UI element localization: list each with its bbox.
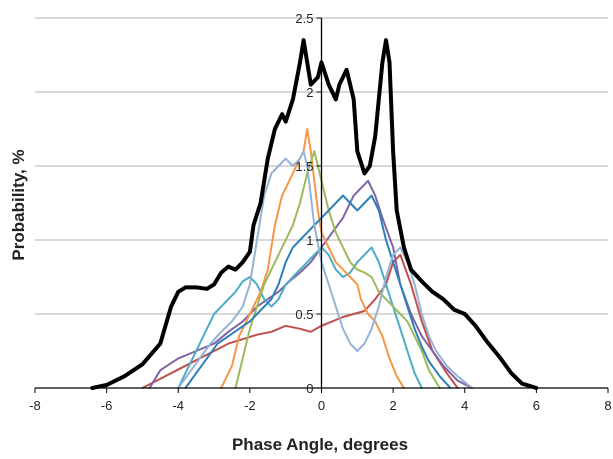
x-tick-label: -8 [29,398,41,413]
y-tick-labels: 0 0.5 1 1.5 2 2.5 [295,11,313,396]
series-line-3 [177,246,423,389]
y-tick-label: 2 [306,85,313,100]
series-line-6 [184,194,452,389]
x-tick-label: 2 [390,398,397,413]
x-tick-label: -4 [172,398,184,413]
x-axis-label: Phase Angle, degrees [232,435,408,454]
y-axis-label: Probability, % [9,149,28,260]
y-tick-label: 0 [306,381,313,396]
y-tick-label: 1.5 [295,159,313,174]
series-line-5 [234,150,441,389]
x-tick-label: 4 [461,398,468,413]
y-tick-label: 1 [306,233,313,248]
series-line-2 [148,179,473,389]
axes [34,17,609,393]
x-tick-labels: -8 -6 -4 -2 0 2 4 6 8 [29,398,611,413]
x-tick-label: 6 [533,398,540,413]
y-tick-label: 2.5 [295,11,313,26]
x-tick-label: -6 [101,398,113,413]
series-line-4 [220,128,405,389]
x-tick-label: 0 [318,398,325,413]
x-tick-label: 8 [604,398,611,413]
y-tick-label: 0.5 [295,307,313,322]
x-tick-label: -2 [244,398,256,413]
